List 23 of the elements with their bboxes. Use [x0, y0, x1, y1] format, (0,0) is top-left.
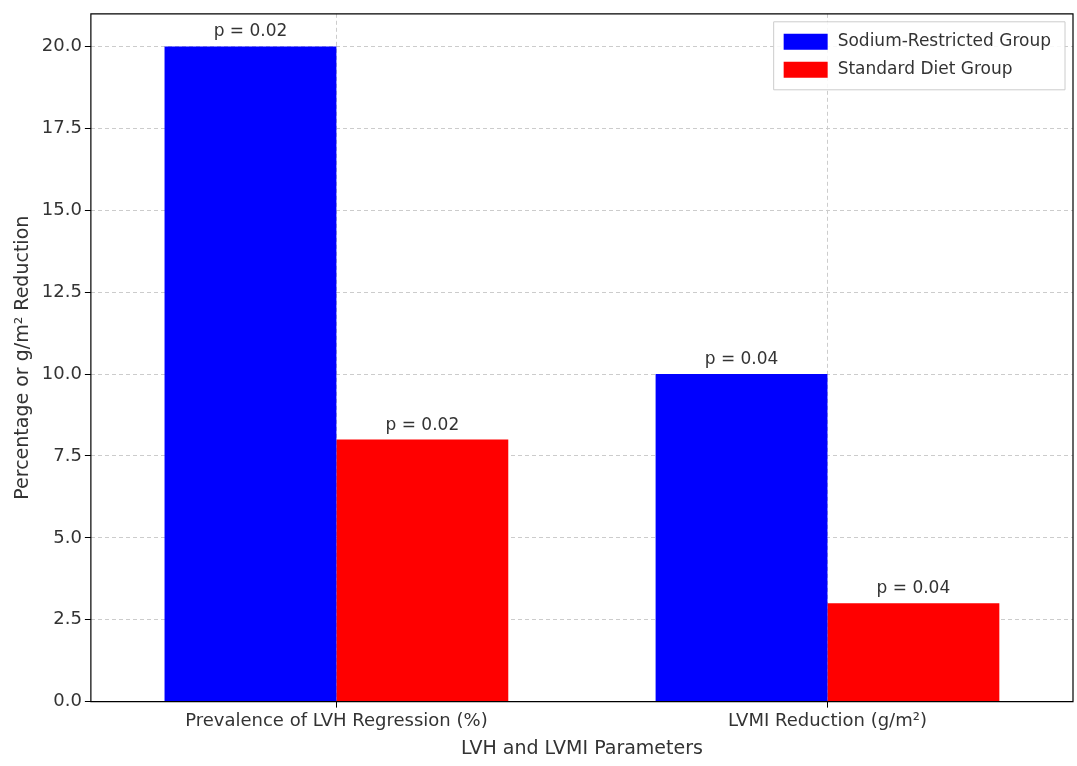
annotation: p = 0.02: [385, 413, 460, 434]
bar: [336, 439, 509, 702]
y-tick-label: 17.5: [41, 116, 82, 138]
y-tick-label: 15.0: [41, 197, 82, 219]
annotation: p = 0.02: [213, 20, 288, 41]
annotation: p = 0.04: [876, 577, 951, 598]
y-tick-label: 20.0: [41, 34, 82, 56]
y-axis-title: Percentage or g/m² Reduction: [10, 215, 33, 500]
y-tick-label: 7.5: [53, 443, 82, 465]
bar: [164, 46, 337, 702]
legend-label: Standard Diet Group: [837, 58, 1013, 79]
x-tick-label: LVMI Reduction (g/m²): [728, 709, 927, 731]
bar: [827, 603, 1000, 702]
y-tick-label: 5.0: [53, 525, 82, 547]
annotation: p = 0.04: [704, 348, 779, 368]
x-tick-label: Prevalence of LVH Regression (%): [185, 709, 488, 731]
y-tick-label: 10.0: [41, 361, 82, 383]
bar: [655, 374, 828, 702]
y-tick-label: 12.5: [41, 279, 82, 301]
x-axis-title: LVH and LVMI Parameters: [460, 735, 703, 758]
legend-label: Sodium-Restricted Group: [837, 30, 1052, 51]
y-tick-label: 0.0: [53, 689, 82, 711]
y-tick-label: 2.5: [53, 607, 82, 629]
